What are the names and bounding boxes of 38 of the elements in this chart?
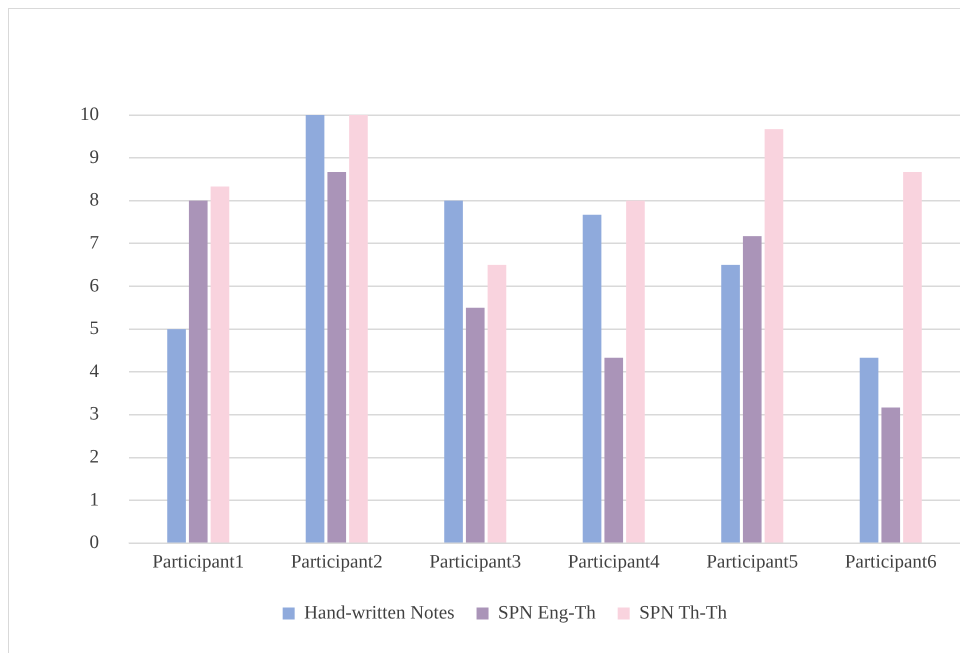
legend-label: SPN Eng-Th [498,602,596,624]
bar [210,186,230,542]
x-tick-label: Participant3 [429,552,522,573]
bar [604,358,624,542]
y-tick-label: 9 [90,146,99,168]
y-tick-label: 8 [90,190,99,211]
y-tick-label: 3 [90,404,99,425]
bar [626,200,645,542]
legend-label: SPN Th-Th [639,602,728,624]
x-tick-label: Participant5 [706,552,798,573]
y-tick-label: 7 [90,232,99,254]
y-tick-label: 2 [90,446,99,468]
x-tick-label: Participant2 [290,552,383,573]
y-tick-label: 10 [80,104,99,125]
bar [188,200,208,542]
bar [881,407,900,542]
bar [721,264,740,542]
bar [306,115,324,542]
bar [444,200,463,542]
bar [903,172,922,542]
bar [488,264,506,542]
y-tick-label: 5 [90,318,99,340]
y-tick-label: 4 [90,360,100,382]
y-tick-label: 0 [90,532,99,554]
bar [167,329,186,542]
bar [349,115,368,542]
y-tick-label: 6 [90,275,99,296]
bar [327,172,346,542]
bar [742,236,762,542]
bar [582,214,602,542]
bar [860,358,878,542]
y-tick-label: 1 [90,489,99,510]
bar [764,129,784,542]
x-tick-label: Participant1 [152,552,244,573]
bar [466,308,485,542]
legend-label: Hand-written Notes [304,602,455,624]
x-tick-label: Participant6 [844,552,937,573]
x-tick-label: Participant4 [568,552,660,573]
